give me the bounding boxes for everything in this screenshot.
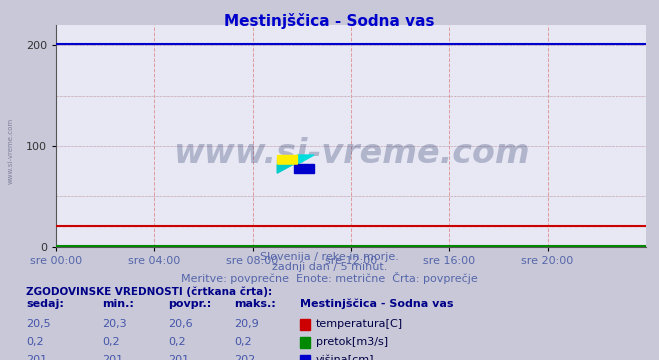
- Text: višina[cm]: višina[cm]: [316, 355, 374, 360]
- Text: 0,2: 0,2: [234, 337, 252, 347]
- Text: pretok[m3/s]: pretok[m3/s]: [316, 337, 387, 347]
- Text: www.si-vreme.com: www.si-vreme.com: [8, 118, 14, 184]
- Text: sedaj:: sedaj:: [26, 299, 64, 309]
- Text: zadnji dan / 5 minut.: zadnji dan / 5 minut.: [272, 262, 387, 272]
- Text: min.:: min.:: [102, 299, 134, 309]
- Text: 20,3: 20,3: [102, 319, 127, 329]
- Text: 20,5: 20,5: [26, 319, 51, 329]
- Text: temperatura[C]: temperatura[C]: [316, 319, 403, 329]
- Text: Mestinjščica - Sodna vas: Mestinjščica - Sodna vas: [224, 13, 435, 28]
- Text: ZGODOVINSKE VREDNOSTI (črtkana črta):: ZGODOVINSKE VREDNOSTI (črtkana črta):: [26, 286, 272, 297]
- Text: 0,2: 0,2: [102, 337, 120, 347]
- Text: 201: 201: [168, 355, 189, 360]
- Text: www.si-vreme.com: www.si-vreme.com: [173, 137, 529, 170]
- Text: povpr.:: povpr.:: [168, 299, 212, 309]
- Polygon shape: [277, 155, 297, 164]
- Polygon shape: [297, 155, 314, 164]
- Bar: [294, 164, 314, 173]
- Text: 20,9: 20,9: [234, 319, 259, 329]
- Text: 201: 201: [26, 355, 47, 360]
- Text: maks.:: maks.:: [234, 299, 275, 309]
- Polygon shape: [277, 164, 294, 173]
- Text: 20,6: 20,6: [168, 319, 192, 329]
- Text: Meritve: povprečne  Enote: metrične  Črta: povprečje: Meritve: povprečne Enote: metrične Črta:…: [181, 272, 478, 284]
- Text: Mestinjščica - Sodna vas: Mestinjščica - Sodna vas: [300, 298, 453, 309]
- Bar: [277, 155, 297, 164]
- Text: 0,2: 0,2: [168, 337, 186, 347]
- Text: 0,2: 0,2: [26, 337, 44, 347]
- Text: 202: 202: [234, 355, 255, 360]
- Text: Slovenija / reke in morje.: Slovenija / reke in morje.: [260, 252, 399, 262]
- Text: 201: 201: [102, 355, 123, 360]
